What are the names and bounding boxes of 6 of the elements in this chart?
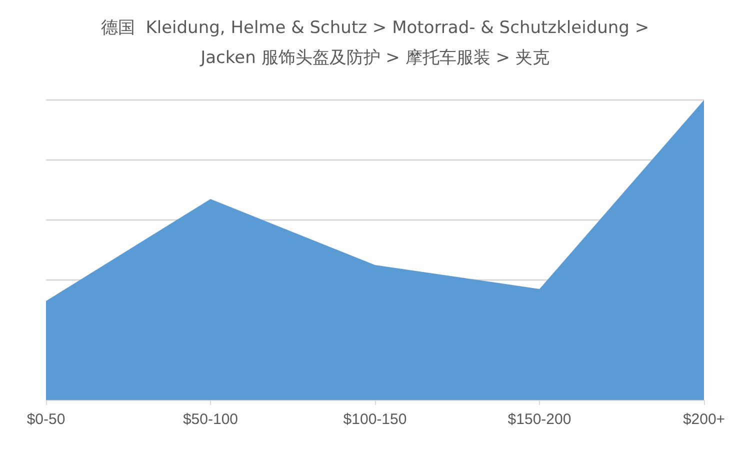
x-tick-label: $150-200 xyxy=(508,411,572,428)
x-tick-label: $50-100 xyxy=(182,411,238,428)
x-tick-label: $100-150 xyxy=(343,411,407,428)
chart-title: 德国 Kleidung, Helme & Schutz > Motorrad- & Schutzkleidung > Jacken 服饰头盔及防护 > 摩托车服装 > 夹克 xyxy=(100,18,650,68)
x-tick-label: $0-50 xyxy=(26,411,66,428)
x-tick-label: $200+ xyxy=(682,411,726,428)
